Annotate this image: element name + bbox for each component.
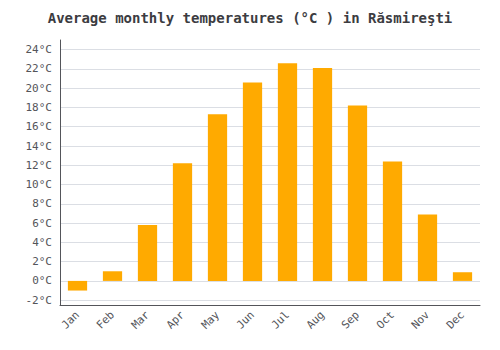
svg-text:Nov: Nov <box>409 308 432 331</box>
svg-text:Sep: Sep <box>339 308 362 331</box>
svg-text:12°C: 12°C <box>26 159 53 172</box>
svg-text:-2°C: -2°C <box>26 294 53 307</box>
svg-text:Jun: Jun <box>234 308 257 331</box>
svg-text:Jan: Jan <box>59 308 82 331</box>
svg-text:20°C: 20°C <box>26 82 53 95</box>
svg-text:Oct: Oct <box>374 308 397 331</box>
svg-text:16°C: 16°C <box>26 120 53 133</box>
svg-text:22°C: 22°C <box>26 62 53 75</box>
svg-text:Apr: Apr <box>164 308 187 331</box>
svg-text:Mar: Mar <box>129 308 152 331</box>
svg-text:Feb: Feb <box>94 308 117 331</box>
svg-text:18°C: 18°C <box>26 101 53 114</box>
svg-text:24°C: 24°C <box>26 43 53 56</box>
svg-text:0°C: 0°C <box>32 274 52 287</box>
svg-text:14°C: 14°C <box>26 140 53 153</box>
svg-text:8°C: 8°C <box>32 197 52 210</box>
svg-text:2°C: 2°C <box>32 255 52 268</box>
svg-text:4°C: 4°C <box>32 236 52 249</box>
svg-text:10°C: 10°C <box>26 178 53 191</box>
svg-text:Aug: Aug <box>304 308 327 331</box>
svg-text:6°C: 6°C <box>32 217 52 230</box>
svg-text:Dec: Dec <box>444 308 467 331</box>
svg-text:May: May <box>199 308 222 331</box>
svg-text:Jul: Jul <box>269 308 292 331</box>
svg-text:Average monthly temperatures (: Average monthly temperatures (°C ) in Ră… <box>48 10 453 26</box>
